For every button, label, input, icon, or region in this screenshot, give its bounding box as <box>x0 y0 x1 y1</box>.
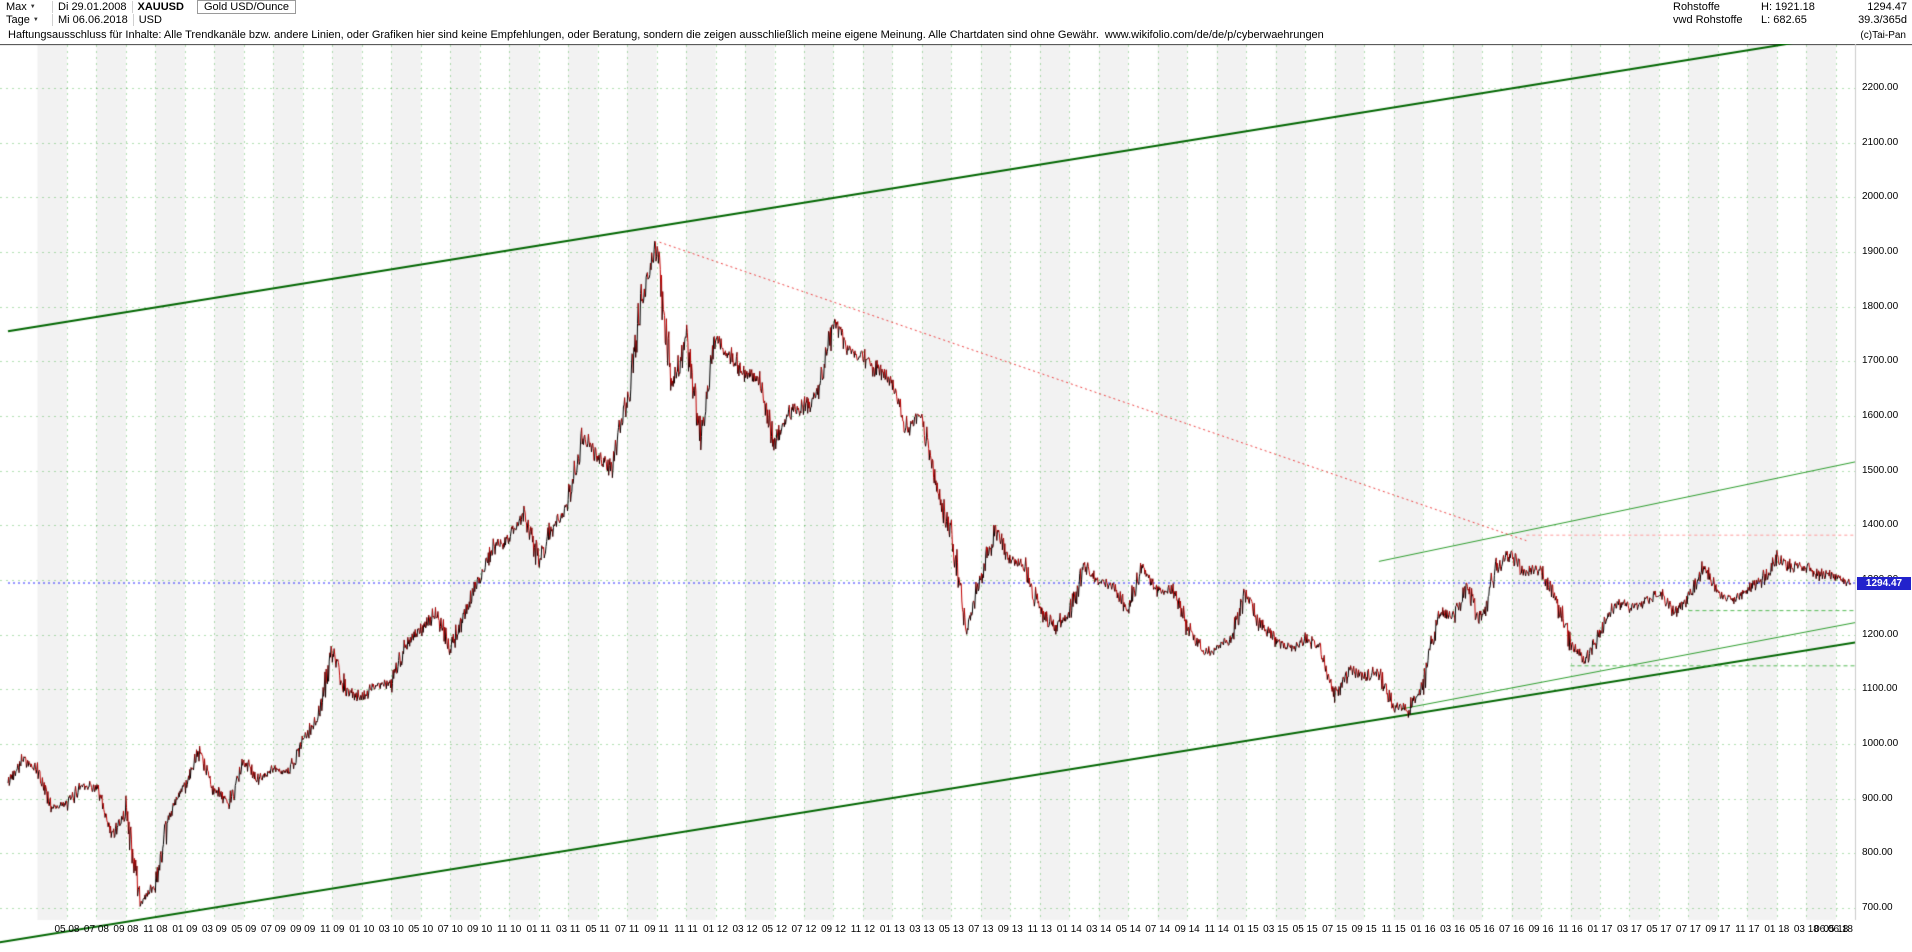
range-info-value: 39.3/365d <box>1858 13 1907 26</box>
end-date-field[interactable]: Mi 06.06.2018 <box>52 13 133 26</box>
range-dropdown[interactable]: Max ▼ <box>4 1 52 13</box>
currency-label: USD <box>132 13 167 26</box>
start-date-field[interactable]: Di 29.01.2008 <box>52 0 132 13</box>
instrument-name: Gold USD/Ounce <box>196 0 296 14</box>
chart-region: 2200.00 2100.00 2000.00 1900.00 1800.00 1700.… <box>0 44 1912 952</box>
period-dropdown[interactable]: Tage ▼ <box>4 14 52 26</box>
toolbar: Max ▼ Di 29.01.2008 XAUUSD Gold USD/Ounc… <box>0 0 1912 26</box>
price-chart-canvas[interactable] <box>0 44 1912 952</box>
wikifolio-link[interactable]: www.wikifolio.com/de/de/p/cyberwaehrunge… <box>1104 29 1324 41</box>
low-value: L: 682.65 <box>1761 13 1807 26</box>
copyright-label: (c)Tai-Pan <box>1860 29 1906 41</box>
chevron-down-icon: ▼ <box>32 16 39 23</box>
category-label: Rohstoffe <box>1673 0 1720 13</box>
last-price-marker: 1294.47 <box>1857 576 1911 590</box>
instrument-controls: Max ▼ Di 29.01.2008 XAUUSD Gold USD/Ounc… <box>0 0 296 26</box>
symbol-field[interactable]: XAUUSD <box>131 0 189 13</box>
data-source-label: vwd Rohstoffe <box>1673 13 1743 26</box>
high-value: H: 1921.18 <box>1761 0 1815 13</box>
last-price-value: 1294.47 <box>1867 0 1907 13</box>
quote-info: Rohstoffe H: 1921.18 1294.47 vwd Rohstof… <box>1673 0 1912 26</box>
period-dropdown-label: Tage <box>6 13 30 26</box>
disclaimer-text: Haftungsausschluss für Inhalte: Alle Tre… <box>8 29 1099 41</box>
chevron-down-icon: ▼ <box>29 3 36 10</box>
range-dropdown-label: Max <box>6 0 27 13</box>
disclaimer-bar: Haftungsausschluss für Inhalte: Alle Tre… <box>0 26 1912 44</box>
